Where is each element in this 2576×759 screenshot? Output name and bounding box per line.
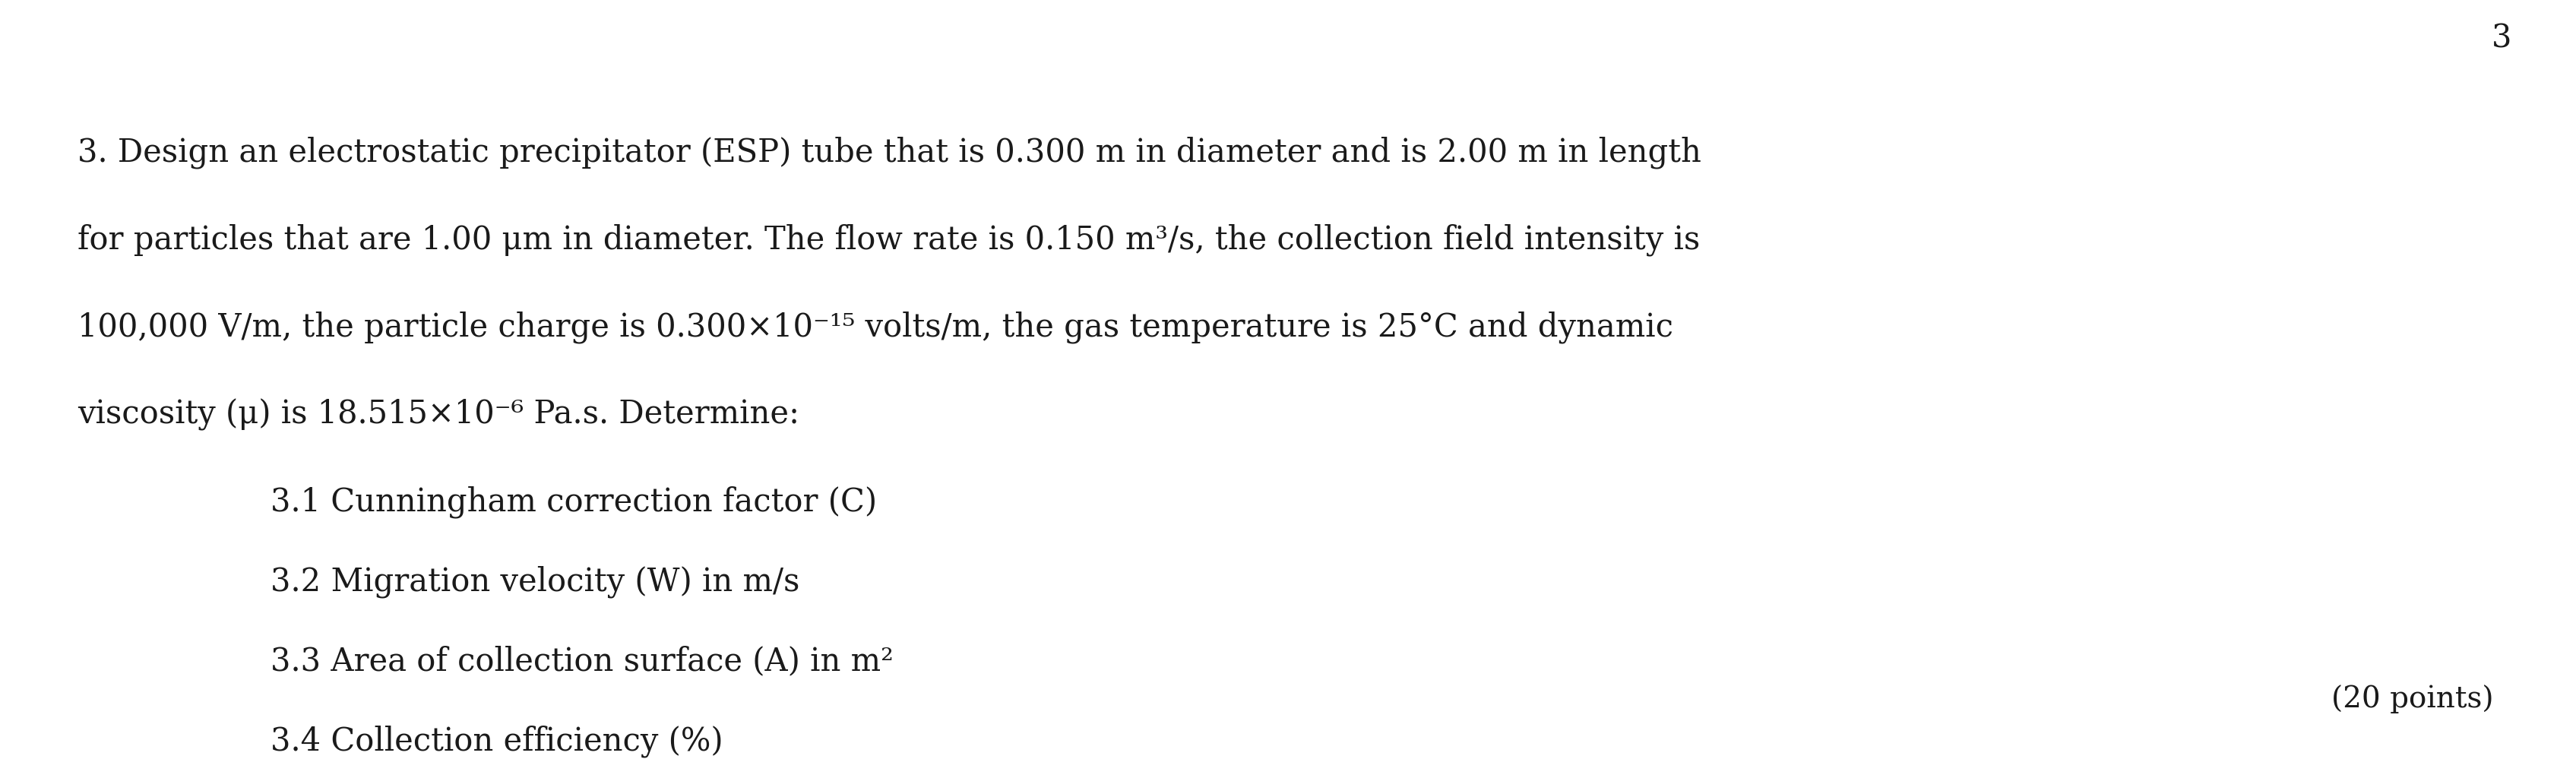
Text: 3.1 Cunningham correction factor (C): 3.1 Cunningham correction factor (C) (270, 486, 876, 518)
Text: 3.3 Area of collection surface (A) in m²: 3.3 Area of collection surface (A) in m² (270, 645, 894, 677)
Text: for particles that are 1.00 μm in diameter. The flow rate is 0.150 m³/s, the col: for particles that are 1.00 μm in diamet… (77, 224, 1700, 257)
Text: 3. Design an electrostatic precipitator (ESP) tube that is 0.300 m in diameter a: 3. Design an electrostatic precipitator … (77, 137, 1700, 169)
Text: (20 points): (20 points) (2331, 685, 2494, 713)
Text: 3.2 Migration velocity (W) in m/s: 3.2 Migration velocity (W) in m/s (270, 565, 799, 598)
Text: 3.4 Collection efficiency (%): 3.4 Collection efficiency (%) (270, 725, 724, 757)
Text: viscosity (μ) is 18.515×10⁻⁶ Pa.s. Determine:: viscosity (μ) is 18.515×10⁻⁶ Pa.s. Deter… (77, 398, 799, 430)
Text: 3: 3 (2491, 23, 2512, 55)
Text: 100,000 V/m, the particle charge is 0.300×10⁻¹⁵ volts/m, the gas temperature is : 100,000 V/m, the particle charge is 0.30… (77, 311, 1672, 344)
